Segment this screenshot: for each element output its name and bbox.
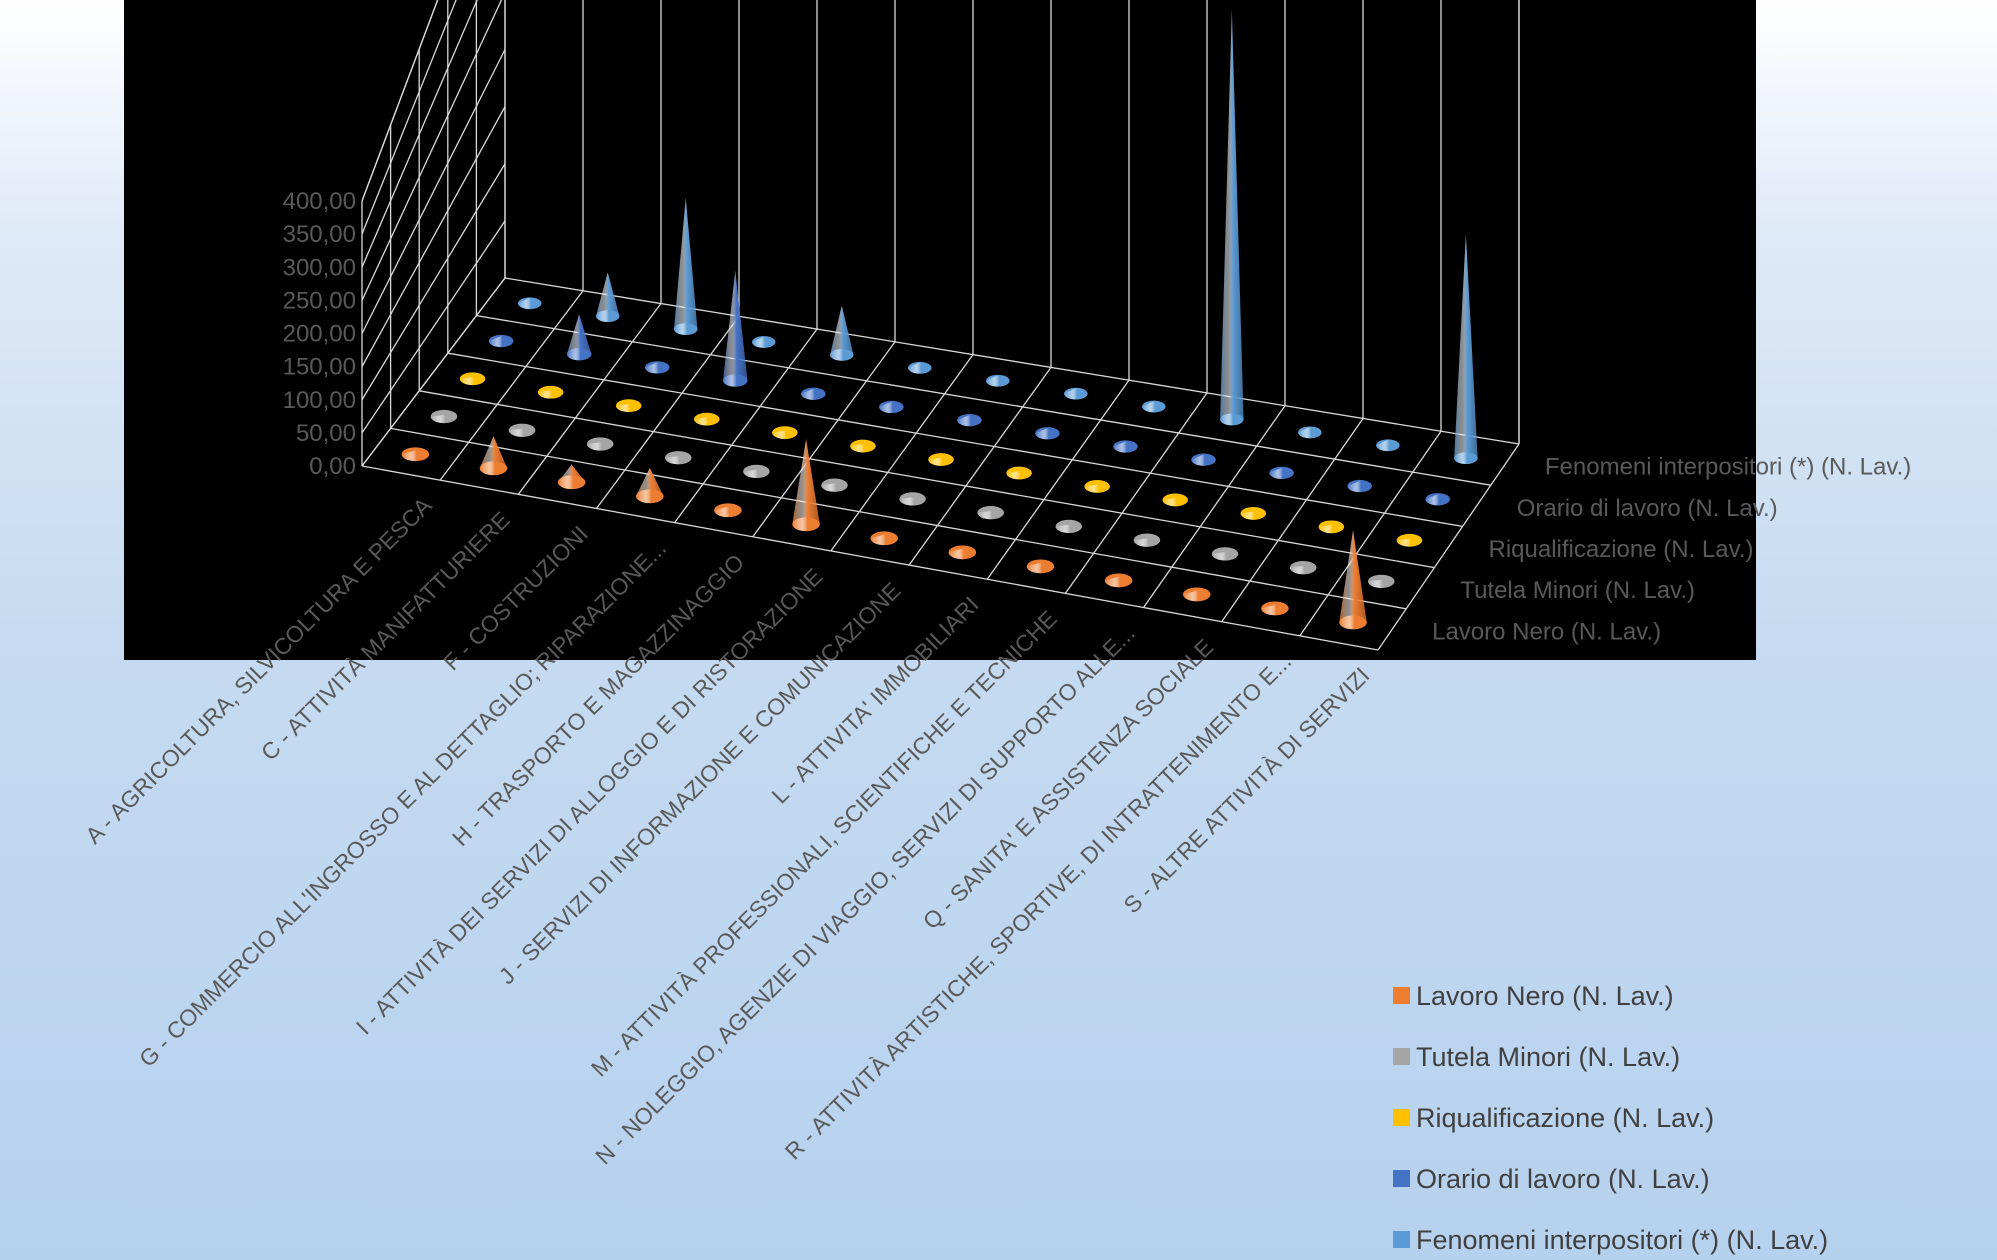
cone-mark	[1347, 479, 1372, 493]
legend-label: Riqualificazione (N. Lav.)	[1416, 1103, 1714, 1133]
cone-mark	[821, 478, 848, 492]
cone-mark	[644, 361, 670, 374]
y-tick-label: 350,00	[283, 221, 356, 248]
y-axis-ticks: 0,00 50,00 100,00 150,00 200,00 250,00 300,00 3…	[283, 188, 356, 480]
grid-lines	[361, 0, 1520, 651]
cone-mark	[928, 453, 954, 466]
cone-mark	[1191, 453, 1216, 466]
cone-mark	[1396, 533, 1423, 547]
cone-mark	[595, 272, 620, 323]
cone-mark	[714, 503, 742, 518]
cone-mark	[694, 412, 720, 426]
cone-mark	[792, 439, 820, 532]
cone-mark	[674, 197, 698, 335]
cone-mark	[1339, 530, 1367, 630]
legend-swatch	[1393, 1048, 1410, 1065]
cone-mark	[801, 387, 826, 400]
cone-mark	[1298, 426, 1322, 439]
legend-label: Fenomeni interpositori (*) (N. Lav.)	[1416, 1225, 1828, 1255]
cone-mark	[1220, 8, 1244, 426]
cone-mark	[1006, 466, 1032, 480]
cone-mark	[1211, 547, 1239, 561]
cone-mark	[615, 399, 642, 413]
cone-mark	[508, 423, 536, 437]
cone-mark	[977, 506, 1004, 520]
cone-mark	[1368, 574, 1395, 588]
series-axis-label: Lavoro Nero (N. Lav.)	[1432, 618, 1661, 645]
legend-swatch	[1393, 987, 1410, 1004]
cone-mark	[586, 437, 614, 451]
cone-mark	[948, 545, 977, 560]
cone-mark	[899, 492, 926, 506]
cone-mark	[1183, 587, 1211, 602]
cone-mark	[1454, 233, 1478, 465]
cone-mark	[1289, 560, 1317, 575]
cone-mark	[1084, 480, 1110, 493]
series-axis-label: Riqualificazione (N. Lav.)	[1489, 536, 1754, 563]
cone-mark	[1318, 520, 1345, 534]
cone-mark	[1133, 533, 1161, 547]
cone-mark	[430, 409, 458, 424]
cone-mark	[488, 334, 514, 348]
y-tick-label: 100,00	[283, 387, 356, 414]
y-tick-label: 150,00	[283, 354, 356, 381]
cone-mark	[459, 372, 486, 386]
cone-mark	[752, 336, 776, 348]
cone-mark	[1064, 387, 1088, 400]
cone-mark	[1269, 466, 1294, 479]
cone-mark	[908, 361, 932, 374]
cone-mark	[1104, 573, 1133, 588]
cone-mark	[537, 385, 564, 399]
cone-mark	[665, 451, 692, 465]
cone-mark	[1261, 601, 1289, 616]
y-tick-label: 200,00	[283, 321, 356, 348]
cone-mark	[986, 374, 1010, 387]
legend-swatch	[1393, 1170, 1410, 1187]
cone-mark	[636, 467, 664, 504]
cone-mark	[1376, 439, 1400, 452]
cone-mark	[479, 436, 508, 476]
series-axis-label: Tutela Minori (N. Lav.)	[1460, 577, 1695, 604]
cone-mark	[870, 531, 898, 546]
cone-mark	[723, 270, 748, 387]
series-axis-label: Fenomeni interpositori (*) (N. Lav.)	[1545, 454, 1911, 481]
cone-mark	[1142, 400, 1166, 413]
chart-marks	[401, 8, 1478, 630]
y-tick-label: 400,00	[283, 188, 356, 215]
cone-mark	[772, 426, 798, 439]
cone-mark	[1425, 493, 1450, 506]
cone-mark	[743, 464, 770, 479]
legend-label: Tutela Minori (N. Lav.)	[1416, 1042, 1680, 1072]
cone-mark	[1026, 559, 1055, 574]
cone-mark	[1035, 427, 1060, 440]
legend-label: Lavoro Nero (N. Lav.)	[1416, 981, 1674, 1011]
cone-mark	[401, 447, 430, 462]
y-tick-label: 250,00	[283, 287, 356, 314]
cone-mark	[566, 314, 592, 361]
series-axis-ticks: Lavoro Nero (N. Lav.) Tutela Minori (N. L…	[1432, 454, 1911, 646]
y-tick-label: 0,00	[309, 453, 356, 480]
cone-mark	[1240, 506, 1267, 520]
legend-swatch	[1393, 1231, 1410, 1248]
cone-mark	[557, 464, 586, 490]
legend-label: Orario di lavoro (N. Lav.)	[1416, 1164, 1710, 1194]
cone-mark	[879, 400, 904, 414]
series-axis-label: Orario di lavoro (N. Lav.)	[1517, 495, 1778, 522]
cone-mark	[1055, 519, 1083, 533]
y-tick-label: 50,00	[296, 420, 356, 447]
y-tick-label: 300,00	[283, 254, 356, 281]
cone-mark	[850, 439, 876, 453]
cone-mark	[1113, 440, 1138, 453]
cone-mark	[1162, 493, 1188, 507]
cone-mark	[517, 297, 542, 310]
cone-mark	[957, 413, 982, 427]
legend: Lavoro Nero (N. Lav.) Tutela Minori (N. L…	[1393, 981, 1828, 1255]
legend-swatch	[1393, 1109, 1410, 1126]
cone-mark	[830, 305, 854, 361]
